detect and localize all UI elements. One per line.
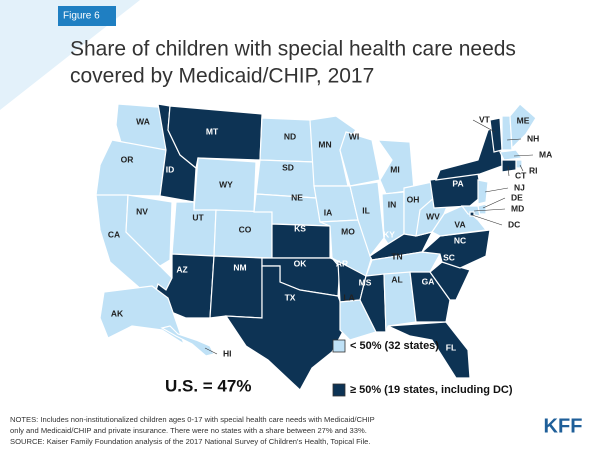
state-label: TN — [391, 251, 402, 261]
state-label: KS — [294, 223, 306, 233]
state-label: IN — [388, 199, 397, 209]
state-label: NM — [233, 262, 246, 272]
state-label: NH — [527, 133, 539, 143]
state-label: CA — [108, 229, 120, 239]
state-label: DE — [511, 192, 523, 202]
state-label: MO — [341, 226, 355, 236]
state-shape — [349, 181, 385, 258]
state-label: MD — [511, 203, 524, 213]
state-label: RI — [529, 165, 538, 175]
state-label: WY — [219, 179, 233, 189]
state-label: IA — [324, 207, 333, 217]
state-label: CO — [239, 224, 252, 234]
legend-swatch — [332, 383, 346, 397]
state-label: NJ — [514, 182, 525, 192]
state-shape — [477, 179, 489, 205]
state-label: MN — [318, 139, 331, 149]
state-label: SD — [282, 162, 294, 172]
state-shape — [125, 194, 173, 267]
legend: < 50% (32 states) ≥ 50% (19 states, inclu… — [332, 339, 513, 397]
state-label: SC — [443, 252, 455, 262]
leader-line — [472, 119, 496, 133]
state-shape — [387, 321, 471, 379]
state-label: WI — [349, 131, 359, 141]
state-shape — [99, 285, 186, 346]
leader-line — [204, 347, 218, 355]
state-label: AR — [336, 258, 348, 268]
state-label: MT — [206, 126, 219, 136]
state-label: ID — [166, 164, 175, 174]
state-label: MI — [390, 164, 399, 174]
state-label: AZ — [176, 264, 187, 274]
state-label: NE — [291, 192, 303, 202]
state-shape — [171, 201, 217, 257]
state-shape — [409, 271, 451, 323]
figure-label: Figure 6 — [63, 11, 100, 22]
state-label: HI — [223, 348, 232, 358]
leader-line — [519, 164, 524, 172]
state-label: MS — [359, 277, 372, 287]
state-shape — [359, 273, 387, 333]
state-label: VA — [454, 219, 465, 229]
state-label: WA — [136, 116, 150, 126]
state-label: AL — [391, 274, 402, 284]
title: covered by Medicaid/CHIP, 2017 — [70, 65, 374, 88]
corner-decoration — [0, 0, 140, 110]
state-shape — [383, 271, 417, 333]
state-shape — [499, 149, 524, 161]
logo: KFF — [544, 415, 583, 437]
state-shape — [501, 159, 517, 173]
figure-tag — [58, 6, 116, 26]
state-label: UT — [192, 212, 204, 222]
state-label: CT — [515, 170, 527, 180]
state-shape — [509, 103, 537, 150]
state-label: TX — [285, 292, 296, 302]
note: only and Medicaid/CHIP and private insur… — [10, 426, 367, 435]
state-label: NY — [461, 152, 473, 162]
legend-label: < 50% (32 states) — [350, 340, 439, 352]
us-total: U.S. = 47% — [165, 376, 251, 395]
source: SOURCE: Kaiser Family Foundation analysi… — [10, 437, 371, 446]
title: Share of children with special health ca… — [70, 38, 516, 61]
leader-line — [471, 214, 503, 226]
leader-line — [482, 197, 506, 209]
state-shape — [224, 265, 349, 391]
state-shape — [339, 299, 377, 341]
state-label: NV — [136, 206, 148, 216]
leader-line — [507, 165, 510, 177]
state-shape — [469, 211, 475, 217]
legend-label: ≥ 50% (19 states, including DC) — [350, 384, 513, 396]
state-label: VT — [479, 114, 491, 124]
leader-line — [484, 187, 509, 193]
state-shape — [429, 261, 471, 301]
state-label: LA — [343, 292, 354, 302]
state-label: KY — [383, 229, 395, 239]
state-label: ND — [284, 131, 296, 141]
state-label: OR — [121, 154, 134, 164]
state-label: MA — [539, 149, 552, 159]
leader-line — [513, 154, 534, 157]
state-label: AK — [111, 308, 124, 318]
state-shape — [365, 251, 441, 277]
state-shape — [339, 131, 381, 187]
state-label: NC — [454, 235, 466, 245]
legend-swatch — [332, 339, 346, 353]
note: NOTES: Includes non-institutionalized ch… — [10, 415, 375, 424]
state-label: IL — [362, 205, 370, 215]
state-label: WV — [426, 211, 440, 221]
state-label: OH — [407, 194, 420, 204]
leader-line — [506, 138, 522, 141]
state-label: PA — [452, 178, 463, 188]
state-label: OK — [294, 258, 308, 268]
state-shape — [160, 325, 215, 357]
state-label: ME — [517, 115, 530, 125]
leader-line — [473, 208, 506, 212]
state-label: FL — [446, 342, 456, 352]
state-label: GA — [422, 276, 435, 286]
state-shape — [460, 205, 481, 217]
map: WA OR CA NV ID MT WY UT CO AZ NM ND SD NE KS OK TX MN IA MO… — [95, 103, 552, 391]
state-label: DC — [508, 219, 520, 229]
